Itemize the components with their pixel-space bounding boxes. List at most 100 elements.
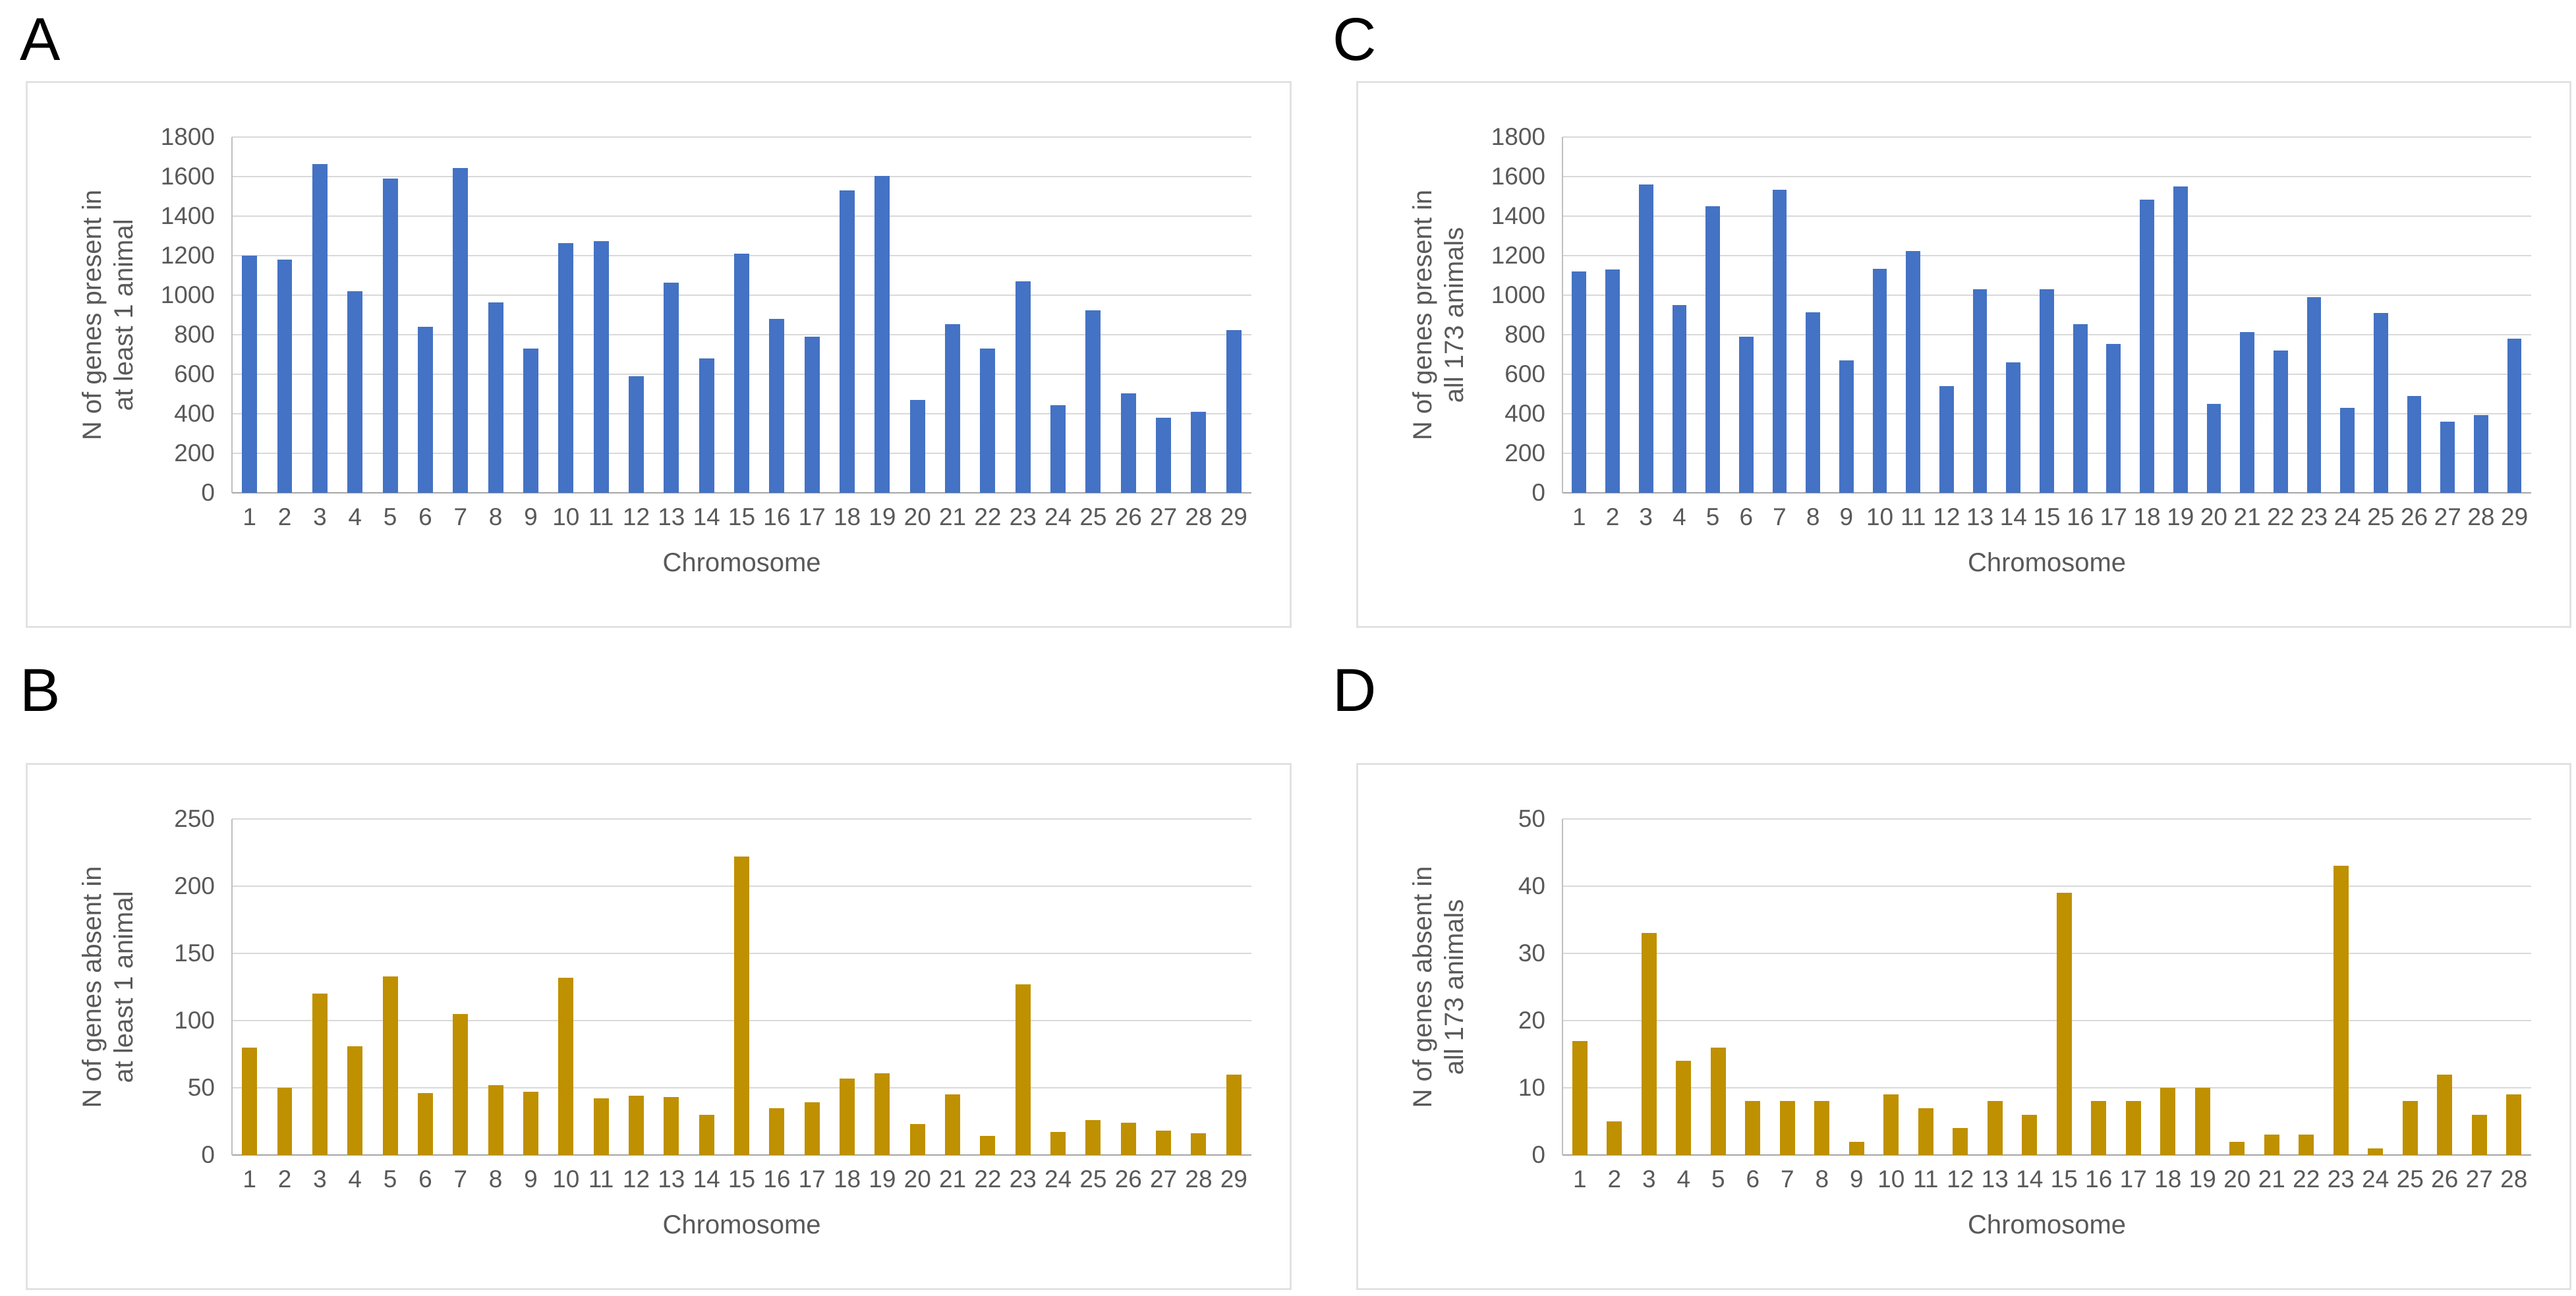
bar-slot <box>2465 137 2498 493</box>
bar-chr-2 <box>1607 1121 1622 1155</box>
x-tick-label: 14 <box>693 503 720 530</box>
bar-slot <box>302 137 337 493</box>
y-tick-label: 800 <box>174 321 215 348</box>
bar-slot <box>724 137 759 493</box>
bar-slot <box>1006 137 1041 493</box>
bar-slot <box>759 819 794 1155</box>
bar-slot <box>1696 137 1730 493</box>
bar-slot <box>619 137 654 493</box>
y-tick-label: 0 <box>201 1141 215 1168</box>
bar-chr-17 <box>804 337 820 493</box>
x-tick-label: 24 <box>1045 1166 1072 1193</box>
x-tick-label: 27 <box>1150 1166 1178 1193</box>
bar-slot <box>548 137 583 493</box>
bar-chr-8 <box>488 302 503 493</box>
bar-chr-22 <box>2273 351 2288 493</box>
x-tick-label: 2 <box>1605 503 1620 530</box>
panel-letter-b: B <box>20 657 61 724</box>
x-tick-label: 1 <box>243 1166 256 1193</box>
y-tick-label: 400 <box>1504 400 1545 427</box>
chart-panel-b: N of genes absent in at least 1 animal 0… <box>26 763 1292 1290</box>
bar-slot <box>1006 819 1041 1155</box>
x-tick-label: 24 <box>1045 503 1072 530</box>
bar-chr-1 <box>242 256 258 493</box>
x-tick-label: 23 <box>2327 1166 2355 1193</box>
y-tick-label: 10 <box>1518 1074 1545 1101</box>
y-tick-label: 1200 <box>1491 242 1545 269</box>
y-axis: 0 50 100 150 200 250 <box>154 805 232 1168</box>
bar-chr-2 <box>1605 269 1620 493</box>
x-tick-label: 11 <box>1913 1166 1939 1193</box>
bar-slot <box>1075 137 1110 493</box>
gridline <box>232 818 1251 820</box>
x-tick-label: 21 <box>938 503 967 530</box>
bar-chr-7 <box>453 1013 469 1155</box>
bar-slot <box>1562 819 1597 1155</box>
x-tick-label: 20 <box>2223 1166 2251 1193</box>
bar-chr-22 <box>2299 1135 2314 1155</box>
x-tick-label: 18 <box>833 1166 861 1193</box>
bar-chr-23 <box>2306 297 2322 493</box>
bar-slot <box>900 137 935 493</box>
bar-slot <box>513 137 548 493</box>
bar-chr-17 <box>2125 1101 2141 1155</box>
bar-slot <box>2063 137 2097 493</box>
bar-slot <box>1874 819 1909 1155</box>
bar-chr-11 <box>1918 1108 1933 1155</box>
y-tick-label: 400 <box>174 400 215 427</box>
bar-chr-12 <box>628 376 644 493</box>
y-tick-label: 40 <box>1518 872 1545 899</box>
bar-chr-1 <box>1572 271 1587 493</box>
bar-chr-6 <box>1738 337 1754 493</box>
bar-chr-25 <box>1085 1119 1101 1155</box>
gridline <box>1562 136 2531 138</box>
y-tick-label: 0 <box>201 479 215 506</box>
bar-slot <box>478 137 513 493</box>
bar-slot <box>1930 137 1964 493</box>
bar-chr-15 <box>734 857 749 1155</box>
bar-chr-21 <box>945 1094 961 1155</box>
bar-slot <box>2030 137 2064 493</box>
x-axis-ticks: 1 2 3 4 5 6 7 8 9 10 11 12 13 14 15 16 17 18 19 20 21 22 23 24 2… <box>1562 493 2531 543</box>
bar-chr-24 <box>2340 408 2355 493</box>
x-tick-label: 16 <box>763 503 791 530</box>
x-tick-label: 20 <box>903 1166 931 1193</box>
bar-slot <box>583 819 618 1155</box>
bar-chr-18 <box>2160 1088 2176 1155</box>
bar-slot <box>2013 819 2047 1155</box>
x-tick-label: 10 <box>1877 1166 1905 1193</box>
x-tick-label: 28 <box>2500 1166 2528 1193</box>
bar-slot <box>865 137 900 493</box>
y-tick-label: 1400 <box>160 202 215 229</box>
bar-chr-28 <box>1191 1133 1207 1155</box>
bar-slot <box>2220 819 2255 1155</box>
y-axis: 0 10 20 30 40 50 <box>1485 805 1562 1168</box>
bar-slot <box>1667 819 1702 1155</box>
bar-chr-12 <box>1953 1128 1968 1155</box>
x-tick-label: 27 <box>1150 503 1178 530</box>
x-tick-label: 3 <box>1642 1166 1656 1193</box>
x-tick-label: 7 <box>453 503 468 530</box>
x-tick-label: 29 <box>1220 1166 1247 1193</box>
x-tick-label: 4 <box>1673 503 1686 530</box>
bar-slot <box>337 137 372 493</box>
x-axis-title: Chromosome <box>1967 548 2127 577</box>
bar-slot <box>232 819 267 1155</box>
bar-chr-12 <box>1939 386 1954 493</box>
bar-chr-24 <box>1050 1132 1066 1155</box>
y-tick-label: 1800 <box>160 123 215 150</box>
x-tick-label: 22 <box>974 503 1002 530</box>
panel-letter-c: C <box>1332 6 1377 73</box>
bar-slot <box>513 819 548 1155</box>
bar-chr-20 <box>2206 404 2221 493</box>
gridline <box>1562 886 2531 887</box>
y-tick-label: 20 <box>1518 1007 1545 1034</box>
bar-slot <box>1629 137 1663 493</box>
bar-slot <box>443 819 478 1155</box>
bar-slot <box>1863 137 1897 493</box>
x-tick-label: 24 <box>2362 1166 2390 1193</box>
bar-slot <box>1663 137 1696 493</box>
gridline <box>1562 215 2531 217</box>
y-axis-title-line1: N of genes present in <box>78 189 107 441</box>
x-tick-label: 16 <box>2067 503 2094 530</box>
